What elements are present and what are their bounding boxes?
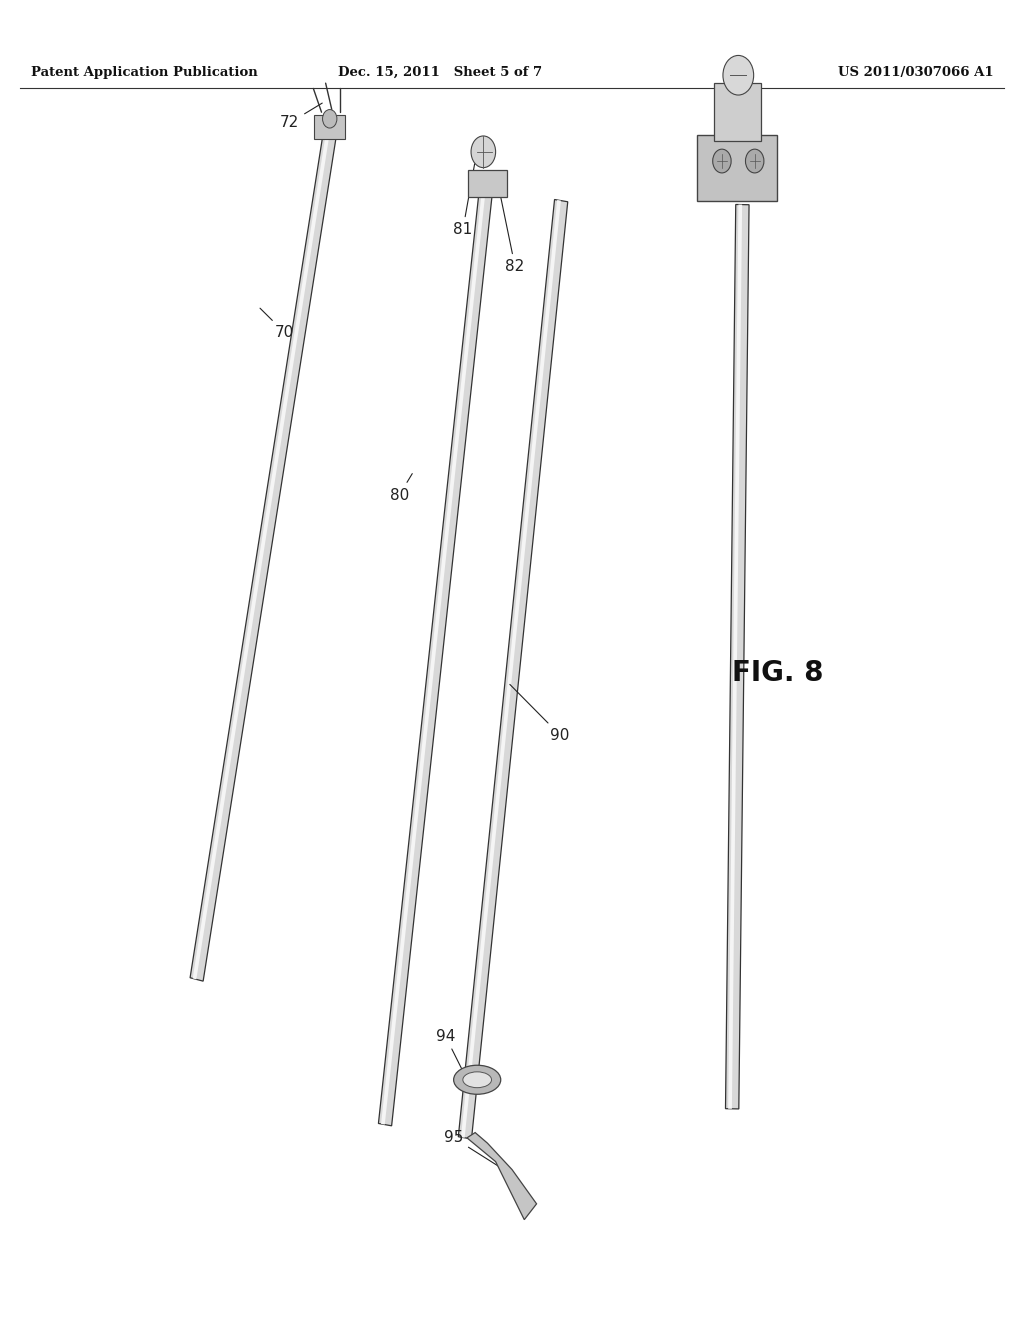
- FancyBboxPatch shape: [697, 135, 777, 201]
- Circle shape: [323, 110, 337, 128]
- Text: 95: 95: [444, 1130, 506, 1171]
- Polygon shape: [379, 194, 492, 1126]
- Text: 94: 94: [436, 1028, 463, 1071]
- Polygon shape: [381, 194, 485, 1125]
- Polygon shape: [461, 199, 561, 1138]
- FancyBboxPatch shape: [468, 170, 507, 197]
- Polygon shape: [467, 1133, 537, 1220]
- Polygon shape: [726, 205, 749, 1109]
- Circle shape: [471, 136, 496, 168]
- Polygon shape: [459, 199, 567, 1139]
- Ellipse shape: [454, 1065, 501, 1094]
- Circle shape: [713, 149, 731, 173]
- Text: US 2011/0307066 A1: US 2011/0307066 A1: [838, 66, 993, 79]
- Text: 81: 81: [454, 164, 475, 238]
- FancyBboxPatch shape: [714, 83, 761, 141]
- Text: 70: 70: [260, 308, 294, 341]
- Circle shape: [745, 149, 764, 173]
- Text: Dec. 15, 2011   Sheet 5 of 7: Dec. 15, 2011 Sheet 5 of 7: [338, 66, 543, 79]
- Text: 82: 82: [499, 185, 524, 275]
- Polygon shape: [193, 133, 330, 979]
- Polygon shape: [190, 133, 336, 981]
- Text: FIG. 8: FIG. 8: [732, 659, 824, 688]
- FancyBboxPatch shape: [314, 115, 345, 139]
- Text: 72: 72: [281, 103, 323, 131]
- Text: 90: 90: [510, 684, 569, 743]
- Polygon shape: [728, 205, 742, 1109]
- Text: Patent Application Publication: Patent Application Publication: [31, 66, 257, 79]
- Ellipse shape: [463, 1072, 492, 1088]
- Text: 80: 80: [390, 474, 413, 503]
- Circle shape: [723, 55, 754, 95]
